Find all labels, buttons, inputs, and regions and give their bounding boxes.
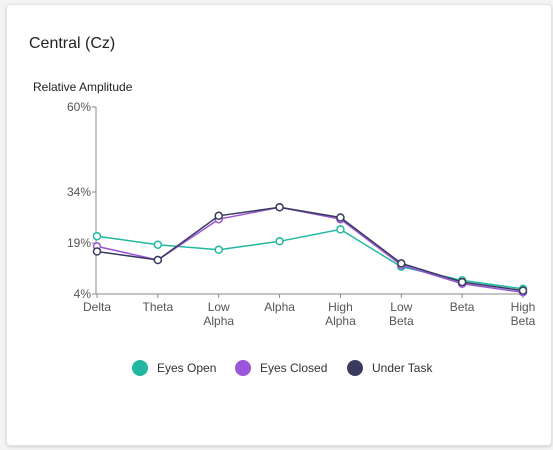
data-point-eyes-open [92,231,102,241]
data-point-eyes-open [275,237,284,246]
legend-label[interactable]: Eyes Open [157,361,216,375]
x-tick-label: Low Beta [389,300,414,328]
chart-card: Central (Cz) [6,4,552,446]
y-axis-label: Relative Amplitude [33,80,133,94]
data-point-under-task [153,255,163,265]
legend-swatch[interactable] [132,360,148,376]
x-tick-label: High Alpha [325,300,356,328]
x-tick-label: Theta [143,300,174,314]
x-tick-label: Low Alpha [203,300,234,328]
data-point-under-task [518,286,528,295]
x-tick-label: Beta [450,300,475,314]
series-under-task [92,203,528,295]
legend-item-under-task[interactable]: Under Task [347,360,433,376]
legend-item-eyes-open[interactable]: Eyes Open [132,360,216,376]
data-point-eyes-open [214,245,223,255]
legend-label[interactable]: Eyes Closed [260,361,327,375]
data-point-under-task [336,213,345,222]
series-layer [92,203,528,297]
data-point-eyes-open [336,225,345,234]
x-tick-label: Alpha [264,300,295,314]
card-title: Central (Cz) [29,35,116,52]
y-tick-label: 60% [67,100,91,114]
data-point-under-task [214,211,223,221]
legend-item-eyes-closed[interactable]: Eyes Closed [235,360,327,376]
series-line-under-task [96,206,524,292]
x-tick-label: High Beta [511,300,536,328]
legend-swatch[interactable] [235,360,251,376]
series-line-eyes-open [96,228,524,290]
legend-swatch[interactable] [347,360,363,376]
axes: 4% 19% 34% 60% Delta Theta Low Alpha Alpha High Al… [67,100,536,328]
y-tick-label: 4% [74,287,92,301]
x-tick-label: Delta [83,300,111,314]
legend-label[interactable]: Under Task [372,361,433,375]
legend: Eyes Open Eyes Closed Under Task [132,360,433,376]
data-point-under-task [92,247,102,256]
data-point-under-task [275,203,284,212]
data-point-under-task [457,277,467,287]
data-point-eyes-open [153,240,163,249]
y-tick-label: 34% [67,185,91,199]
y-tick-label: 19% [67,236,91,250]
data-point-under-task [397,259,406,268]
